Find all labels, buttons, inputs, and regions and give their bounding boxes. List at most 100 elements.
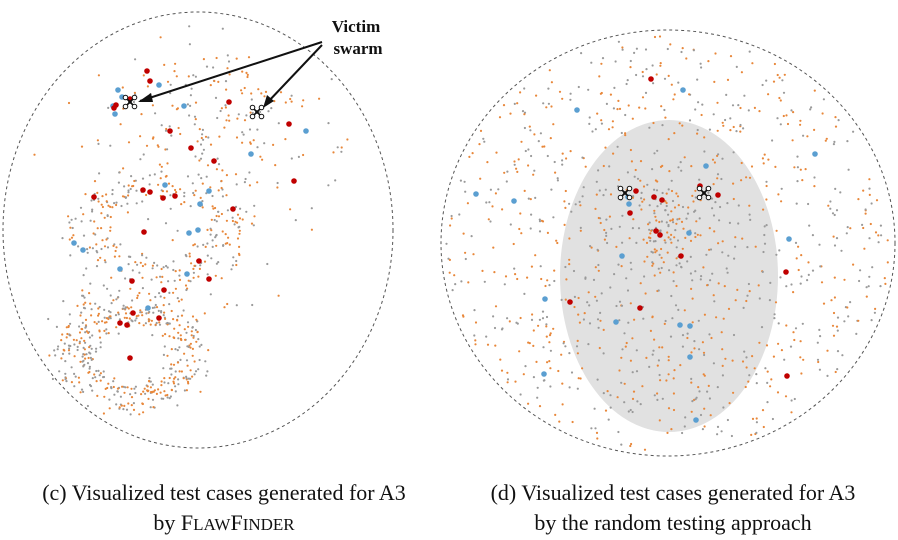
test-point [80,220,83,223]
test-point [753,106,757,109]
test-point [117,311,120,314]
test-point [90,199,93,202]
test-point [86,362,90,365]
test-point [532,376,536,379]
test-point [133,91,136,94]
test-point [783,358,786,361]
test-point [646,255,649,258]
test-point [141,276,144,279]
annotation-line-1: Victim [332,17,380,36]
test-point [232,256,235,259]
test-point [157,183,160,186]
test-point [142,153,145,156]
test-point [112,385,115,389]
test-point [160,311,163,314]
test-point [662,261,665,264]
test-point [565,157,568,160]
test-point [868,178,871,181]
test-point [692,200,695,203]
test-point [169,395,172,398]
test-point [130,396,134,399]
test-point [141,254,144,257]
test-point [196,140,199,143]
test-point [513,163,516,166]
test-point [564,345,567,348]
test-point [640,197,643,200]
test-point [186,175,190,178]
test-point [76,304,79,307]
test-point [170,348,173,351]
flaw-point [196,258,202,264]
test-point [620,443,623,446]
test-point [231,219,234,223]
test-point [473,309,476,312]
test-point [599,319,602,322]
test-point [237,113,240,116]
test-point [174,385,177,388]
test-point [241,70,244,73]
test-point [84,318,88,321]
detected-point [145,305,151,311]
test-point [75,339,78,342]
test-point [669,238,672,241]
test-point [193,373,196,376]
test-point [130,175,133,178]
test-point [741,360,745,363]
test-point [202,243,205,246]
test-point [103,216,106,219]
test-point [171,104,174,107]
test-point [204,360,207,363]
test-point [241,218,244,221]
test-point [183,352,186,355]
test-point [786,122,790,126]
test-point [530,154,533,158]
test-point [631,196,635,199]
test-point [217,189,220,192]
test-point [164,222,168,225]
test-point [144,392,147,395]
test-point [653,248,656,251]
test-point [833,140,836,143]
test-point [94,233,97,236]
detected-point [162,182,168,188]
test-point [868,187,871,190]
test-point [192,271,195,274]
test-point [127,141,131,144]
test-point [96,259,100,262]
test-point [180,370,183,373]
test-point [765,180,768,183]
test-point [134,58,137,61]
test-point [635,349,638,352]
test-point [833,276,836,279]
test-point [138,322,141,325]
test-point [549,332,552,335]
test-point [757,284,760,287]
test-point [721,251,724,254]
test-point [546,279,549,282]
test-point [682,227,685,230]
test-point [497,188,500,191]
test-point [127,189,130,192]
flaw-point [127,355,133,361]
test-point [597,216,600,220]
test-point [615,245,618,248]
test-point [690,410,693,413]
test-point [167,382,170,385]
test-point [840,249,843,252]
test-point [91,210,94,213]
test-point [250,98,253,101]
test-point [99,256,102,259]
test-point [86,251,89,254]
test-point [681,431,684,435]
test-point [67,101,71,105]
test-point [82,213,85,216]
test-point [90,314,93,317]
test-point [822,302,826,305]
test-point [691,194,694,197]
test-point [563,223,566,226]
test-point [516,322,519,325]
test-point [652,121,655,125]
test-point [713,300,716,303]
test-point [713,161,717,164]
flaw-point [648,76,654,82]
